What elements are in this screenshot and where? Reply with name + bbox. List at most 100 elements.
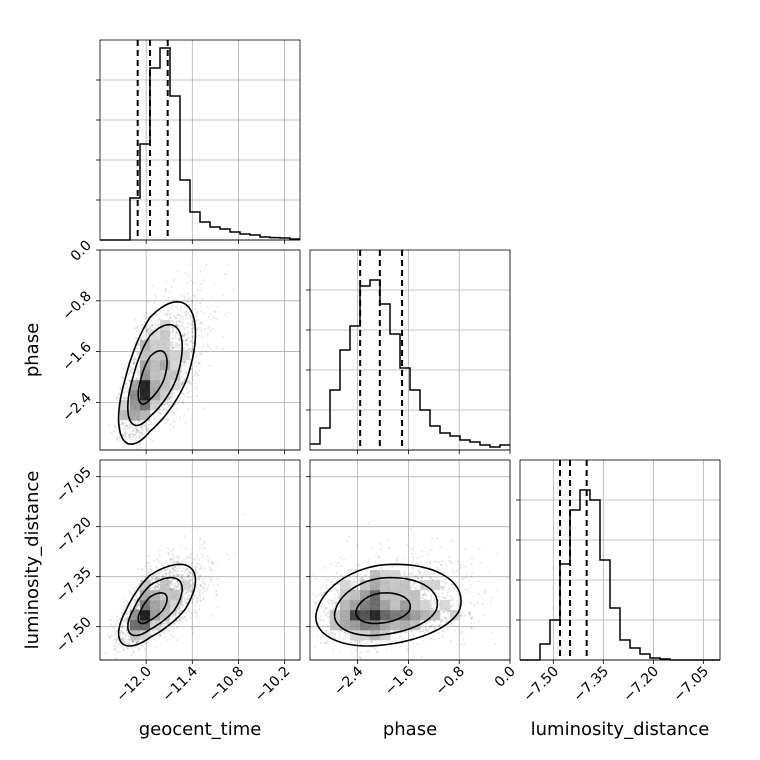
sample-point xyxy=(188,569,191,572)
sample-point xyxy=(172,561,175,564)
sample-point xyxy=(470,575,473,578)
sample-point xyxy=(117,650,120,653)
sample-point xyxy=(164,574,167,577)
sample-point xyxy=(436,537,439,540)
sample-point xyxy=(132,651,135,654)
sample-point xyxy=(143,338,146,341)
sample-point xyxy=(144,648,147,651)
sample-point xyxy=(194,360,197,363)
sample-point xyxy=(191,300,194,303)
sample-point xyxy=(168,620,171,624)
sample-point xyxy=(190,349,194,352)
sample-point xyxy=(191,561,194,565)
sample-point xyxy=(331,602,334,605)
sample-point xyxy=(170,307,174,310)
sample-point xyxy=(180,575,183,578)
sample-point xyxy=(138,436,141,439)
sample-point xyxy=(323,641,326,644)
sample-point xyxy=(136,639,139,643)
sample-point xyxy=(358,640,361,643)
sample-point xyxy=(188,381,191,384)
sample-point xyxy=(105,652,108,655)
sample-point xyxy=(176,612,179,615)
sample-point xyxy=(459,566,462,569)
sample-point xyxy=(140,568,143,571)
sample-point xyxy=(352,578,356,581)
sample-point xyxy=(171,613,175,616)
sample-point xyxy=(353,583,356,586)
sample-point xyxy=(134,438,137,442)
sample-point xyxy=(171,346,174,349)
sample-point xyxy=(134,595,138,598)
sample-point xyxy=(326,640,329,643)
sample-point xyxy=(187,390,190,393)
sample-point xyxy=(119,617,122,621)
sample-point xyxy=(126,612,129,615)
sample-point xyxy=(199,326,202,329)
sample-point xyxy=(124,637,127,641)
sample-point xyxy=(195,611,199,614)
sample-point xyxy=(178,317,181,320)
sample-point xyxy=(215,318,219,321)
sample-point xyxy=(425,593,428,597)
sample-point xyxy=(169,403,172,406)
sample-point xyxy=(126,423,129,427)
sample-point xyxy=(175,305,178,308)
sample-point xyxy=(152,575,155,578)
sample-point xyxy=(192,326,195,330)
sample-point xyxy=(158,635,161,638)
sample-point xyxy=(163,622,166,625)
sample-point xyxy=(197,578,200,581)
sample-point xyxy=(176,582,179,586)
sample-point xyxy=(141,426,144,429)
sample-point xyxy=(182,322,185,325)
sample-point xyxy=(199,574,202,577)
sample-point xyxy=(180,598,183,601)
sample-point xyxy=(186,598,189,601)
sample-point xyxy=(187,274,190,277)
sample-point xyxy=(180,364,183,367)
sample-point xyxy=(464,565,467,568)
sample-point xyxy=(131,639,134,643)
sample-point xyxy=(145,565,148,568)
sample-point xyxy=(165,621,168,624)
sample-point xyxy=(118,392,121,395)
sample-point xyxy=(156,587,159,590)
sample-point xyxy=(440,586,443,589)
sample-point xyxy=(132,650,135,653)
sample-point xyxy=(146,328,149,331)
sample-point xyxy=(334,597,337,600)
sample-point xyxy=(185,339,188,342)
sample-point xyxy=(180,324,183,327)
sample-point xyxy=(182,617,185,620)
sample-point xyxy=(185,591,188,594)
sample-point xyxy=(174,343,177,346)
sample-point xyxy=(174,560,177,564)
sample-point xyxy=(446,610,449,613)
sample-point xyxy=(150,320,153,323)
sample-point xyxy=(196,327,199,330)
sample-point xyxy=(177,270,180,273)
sample-point xyxy=(153,301,156,304)
sample-point xyxy=(200,329,203,332)
sample-point xyxy=(120,422,123,425)
sample-point xyxy=(193,595,196,598)
sample-point xyxy=(227,311,230,314)
sample-point xyxy=(160,563,163,566)
sample-point xyxy=(172,622,175,625)
sample-point xyxy=(154,327,157,330)
sample-point xyxy=(342,638,345,641)
sample-point xyxy=(139,442,143,445)
sample-point xyxy=(156,586,159,589)
sample-point xyxy=(156,410,159,414)
sample-point xyxy=(189,553,192,556)
sample-point xyxy=(171,615,174,618)
sample-point xyxy=(136,371,139,374)
sample-point xyxy=(155,577,158,580)
sample-point xyxy=(125,396,128,399)
sample-point xyxy=(114,624,117,627)
sample-point xyxy=(133,433,136,436)
sample-point xyxy=(430,604,433,607)
sample-point xyxy=(160,623,163,626)
